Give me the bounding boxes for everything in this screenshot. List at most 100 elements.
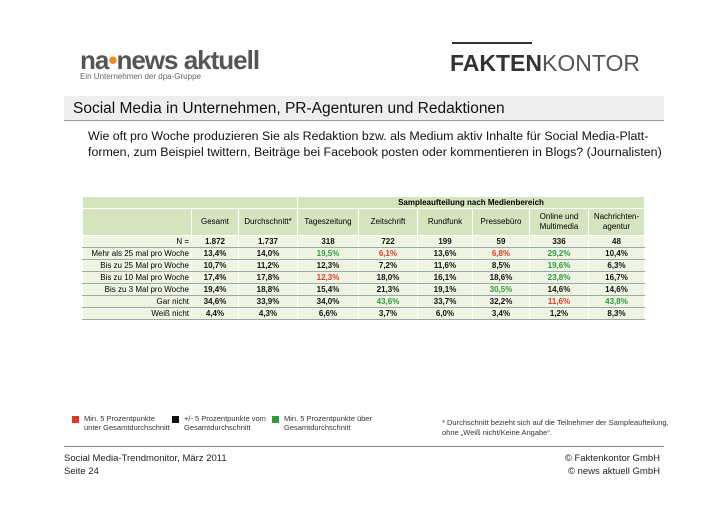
cell: 7,2% xyxy=(358,259,418,272)
cell: 34,0% xyxy=(297,295,359,308)
legend-text: +/- 5 Prozentpunkte vom Gesamtdurchschni… xyxy=(184,414,266,432)
logo-tagline: Ein Unternehmen der dpa-Gruppe xyxy=(80,72,201,81)
copyright: © news aktuell GmbH xyxy=(567,466,660,477)
cell: 19,5% xyxy=(297,247,359,260)
cell: 19,6% xyxy=(529,259,589,272)
cell: 3,4% xyxy=(472,307,530,320)
cell: 10,4% xyxy=(588,247,645,260)
title-band xyxy=(64,96,664,121)
cell: 18,0% xyxy=(358,271,418,284)
cell: 1.737 xyxy=(238,235,298,248)
cell: 1.872 xyxy=(191,235,239,248)
question: Wie oft pro Woche produzieren Sie als Re… xyxy=(88,128,662,160)
row-label: Bis zu 25 Mal pro Woche xyxy=(82,259,192,272)
cell: 14,6% xyxy=(588,283,645,296)
cell: 318 xyxy=(297,235,359,248)
logo-faktenkontor: FAKTENKONTOR xyxy=(450,50,640,77)
question-line: formen, zum Beispiel twittern, Beiträge … xyxy=(88,145,662,159)
cell: 10,7% xyxy=(191,259,239,272)
cell: 23,8% xyxy=(529,271,589,284)
cell: 11,6% xyxy=(529,295,589,308)
cell: 14,0% xyxy=(238,247,298,260)
cell: 11,2% xyxy=(238,259,298,272)
cell: 722 xyxy=(358,235,418,248)
footnote: * Durchschnitt bezieht sich auf die Teil… xyxy=(442,418,669,437)
cell: 13,6% xyxy=(417,247,473,260)
page-number: Seite 24 xyxy=(64,466,99,477)
column-header: Rundfunk xyxy=(417,208,473,236)
cell: 18,8% xyxy=(238,283,298,296)
logo-light: KONTOR xyxy=(542,50,640,76)
cell: 6,8% xyxy=(472,247,530,260)
cell: 19,4% xyxy=(191,283,239,296)
cell: 17,8% xyxy=(238,271,298,284)
table-row: Gar nicht 34,6% 33,9% 34,0% 43,6% 33,7% 32,2% 1… xyxy=(82,295,645,308)
question-line: Wie oft pro Woche produzieren Sie als Re… xyxy=(88,129,649,143)
footer-rule xyxy=(64,446,664,447)
cell: 17,4% xyxy=(191,271,239,284)
cell: 3,7% xyxy=(358,307,418,320)
table-row: Bis zu 3 Mal pro Woche 19,4% 18,8% 15,4% 21,… xyxy=(82,283,645,296)
cell: 18,6% xyxy=(472,271,530,284)
cell: 59 xyxy=(472,235,530,248)
cell: 33,9% xyxy=(238,295,298,308)
row-label: Bis zu 3 Mal pro Woche xyxy=(82,283,192,296)
cell: 19,1% xyxy=(417,283,473,296)
cell: 4,3% xyxy=(238,307,298,320)
column-header: Gesamt xyxy=(191,208,239,236)
legend-text: Min. 5 Prozentpunkte über Gesamtdurchsch… xyxy=(284,414,372,432)
footer-right: © Faktenkontor GmbH © news aktuell GmbH xyxy=(560,452,660,478)
table-row: N = 1.872 1.737 318 722 199 59 336 48 xyxy=(82,235,645,248)
cell: 6,1% xyxy=(358,247,418,260)
group-header-row: Sampleaufteilung nach Medienbereich xyxy=(82,196,645,209)
cell: 21,3% xyxy=(358,283,418,296)
logo-rule xyxy=(452,42,532,44)
column-header: Tageszeitung xyxy=(297,208,359,236)
cell: 8,3% xyxy=(588,307,645,320)
logo-prefix: na xyxy=(80,45,109,75)
legend-swatch xyxy=(72,416,79,423)
logo-name: news aktuell xyxy=(116,45,260,75)
cell: 199 xyxy=(417,235,473,248)
cell: 14,6% xyxy=(529,283,589,296)
row-label: Mehr als 25 mal pro Woche xyxy=(82,247,192,260)
column-header: Durchschnitt* xyxy=(238,208,298,236)
cell: 1,2% xyxy=(529,307,589,320)
column-header: Zeitschrift xyxy=(358,208,418,236)
header-cell xyxy=(82,196,298,209)
row-label: Weiß nicht xyxy=(82,307,192,320)
cell: 32,2% xyxy=(472,295,530,308)
row-label: N = xyxy=(82,235,192,248)
cell: 30,5% xyxy=(472,283,530,296)
copyright: © Faktenkontor GmbH xyxy=(564,453,660,464)
cell: 43,8% xyxy=(588,295,645,308)
table: Sampleaufteilung nach Medienbereich Gesam… xyxy=(82,196,645,320)
cell: 13,4% xyxy=(191,247,239,260)
cell: 16,7% xyxy=(588,271,645,284)
logo-news-aktuell: na•news aktuell xyxy=(80,45,260,76)
column-header: Nachrichten-agentur xyxy=(588,208,645,236)
header-cell xyxy=(82,208,192,236)
cell: 16,1% xyxy=(417,271,473,284)
title: Social Media in Unternehmen, PR-Agenture… xyxy=(73,100,505,117)
table-row: Bis zu 25 Mal pro Woche 10,7% 11,2% 12,3% 7,… xyxy=(82,259,645,272)
cell: 43,6% xyxy=(358,295,418,308)
table-row: Weiß nicht 4,4% 4,3% 6,6% 3,7% 6,0% 3,4% 1,2% 8,… xyxy=(82,307,645,320)
cell: 34,6% xyxy=(191,295,239,308)
column-header-row: Gesamt Durchschnitt* Tageszeitung Zeitschri… xyxy=(82,208,645,236)
cell: 12,3% xyxy=(297,259,359,272)
source: Social Media-Trendmonitor, März 2011 xyxy=(64,453,227,464)
cell: 6,0% xyxy=(417,307,473,320)
column-header: Pressebüro xyxy=(472,208,530,236)
table-row: Mehr als 25 mal pro Woche 13,4% 14,0% 19,5%… xyxy=(82,247,645,260)
cell: 6,6% xyxy=(297,307,359,320)
cell: 336 xyxy=(529,235,589,248)
row-label: Gar nicht xyxy=(82,295,192,308)
cell: 12,3% xyxy=(297,271,359,284)
cell: 29,2% xyxy=(529,247,589,260)
legend-swatch xyxy=(272,416,279,423)
legend-swatch xyxy=(172,416,179,423)
footer-left: Social Media-Trendmonitor, März 2011 Sei… xyxy=(64,452,227,478)
cell: 6,3% xyxy=(588,259,645,272)
